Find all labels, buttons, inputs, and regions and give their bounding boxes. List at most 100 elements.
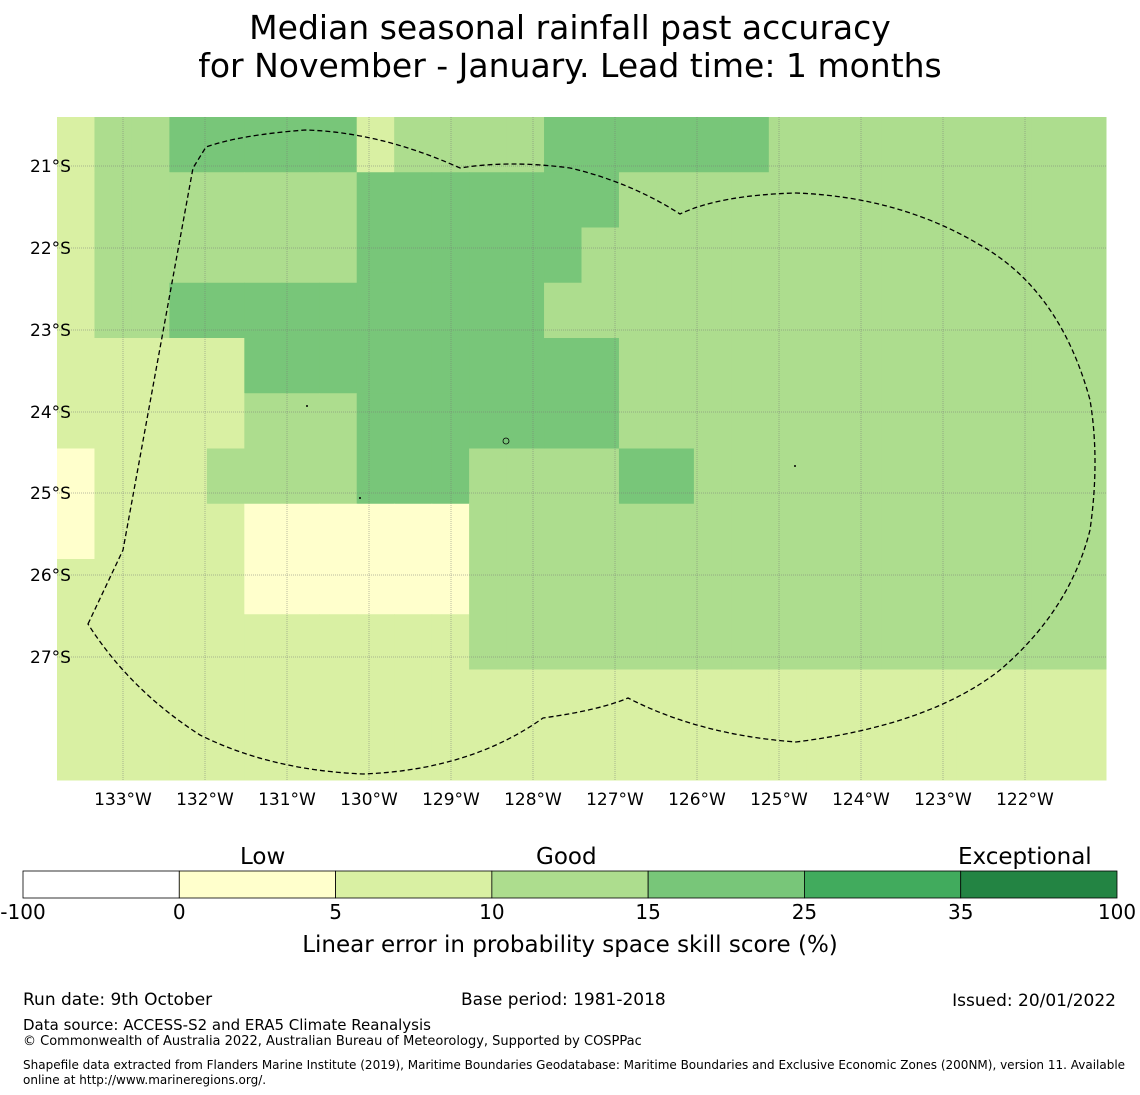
longitude-label: 132°W — [176, 790, 234, 810]
map-cell — [918, 117, 957, 173]
map-cell — [281, 614, 320, 670]
map-cell — [244, 724, 283, 781]
map-cell — [581, 393, 620, 449]
map-cell — [131, 724, 170, 781]
map-cell — [881, 393, 920, 449]
longitude-label: 131°W — [258, 790, 316, 810]
map-cell — [581, 172, 620, 228]
map-cell — [806, 614, 845, 670]
map-cell — [1068, 503, 1107, 560]
map-cell — [131, 227, 170, 284]
map-cell — [394, 448, 433, 505]
colorbar-tick-label: 15 — [635, 900, 661, 924]
map-cell — [956, 724, 995, 781]
map-cell — [244, 669, 283, 726]
colorbar-tick-label: 5 — [329, 900, 342, 924]
map-cell — [806, 338, 845, 394]
map-cell — [356, 338, 395, 394]
longitude-label: 130°W — [340, 790, 398, 810]
map-cell — [1068, 669, 1107, 726]
map-cell — [693, 669, 732, 726]
map-cell — [281, 338, 320, 394]
map-cell — [768, 227, 807, 284]
map-cell — [169, 117, 208, 173]
map-cell — [469, 338, 508, 394]
map-cell — [956, 393, 995, 449]
map-cell — [506, 393, 545, 449]
map-cell — [431, 393, 470, 449]
map-cell — [993, 669, 1032, 726]
map-cell — [1031, 393, 1070, 449]
map-cell — [394, 227, 433, 284]
map-cell — [881, 172, 920, 228]
map-cell — [281, 448, 320, 505]
map-cell — [1068, 724, 1107, 781]
colorbar-tick-label: 35 — [947, 900, 974, 924]
map-cell — [581, 503, 620, 560]
map-cell — [1031, 669, 1070, 726]
map-cell — [806, 724, 845, 781]
map-cell — [1068, 227, 1107, 284]
map-cell — [94, 338, 133, 394]
map-cell — [693, 393, 732, 449]
map-cell — [618, 117, 657, 173]
map-cell — [94, 559, 133, 615]
map-cell — [319, 503, 358, 560]
map-cell — [319, 614, 358, 670]
map-cell — [544, 282, 582, 339]
map-cell — [656, 338, 695, 394]
map-cell — [581, 614, 620, 670]
latitude-label: 27°S — [30, 648, 71, 668]
map-cell — [131, 559, 170, 615]
map-cell — [544, 172, 582, 228]
map-cell — [918, 338, 957, 394]
latitude-label: 24°S — [30, 403, 71, 423]
map-cell — [469, 614, 508, 670]
rainfall-skill-map: 21°S22°S23°S24°S25°S26°S27°S 133°W 132°W 1… — [30, 117, 1107, 810]
colorbar-segment — [647, 870, 805, 899]
map-cell — [244, 172, 283, 228]
map-cell — [394, 393, 433, 449]
longitude-label: 122°W — [996, 790, 1054, 810]
map-gridlines — [57, 117, 1106, 780]
map-cell — [281, 724, 320, 781]
map-cell — [768, 559, 807, 615]
map-cell — [618, 172, 657, 228]
map-cell — [843, 559, 882, 615]
map-cell — [169, 172, 208, 228]
map-cell — [169, 338, 208, 394]
map-cell — [581, 227, 620, 284]
map-cell — [993, 172, 1032, 228]
map-cell — [131, 503, 170, 560]
map-cell — [131, 338, 170, 394]
map-cell — [356, 559, 395, 615]
map-cell — [731, 172, 770, 228]
map-cell — [169, 503, 208, 560]
map-cell — [1031, 227, 1070, 284]
map-cell — [356, 724, 395, 781]
map-cell — [319, 282, 358, 339]
map-cell — [656, 227, 695, 284]
map-cell — [993, 117, 1032, 173]
map-cell — [993, 503, 1032, 560]
map-cell — [1068, 559, 1107, 615]
map-cell — [394, 282, 433, 339]
map-cell — [169, 669, 208, 726]
map-cell — [244, 503, 283, 560]
colorbar-segment — [804, 870, 962, 899]
map-cell — [131, 448, 170, 505]
map-cell — [57, 393, 95, 449]
map-cell — [206, 669, 245, 726]
map-cell — [356, 227, 395, 284]
map-cell — [544, 448, 582, 505]
map-cell — [469, 503, 508, 560]
map-cell — [618, 448, 657, 505]
map-cell — [843, 669, 882, 726]
map-cell — [206, 614, 245, 670]
map-cell — [806, 393, 845, 449]
map-cell — [394, 338, 433, 394]
map-cell — [993, 393, 1032, 449]
map-cell — [169, 393, 208, 449]
island-marker — [794, 465, 796, 467]
map-cell — [1068, 338, 1107, 394]
